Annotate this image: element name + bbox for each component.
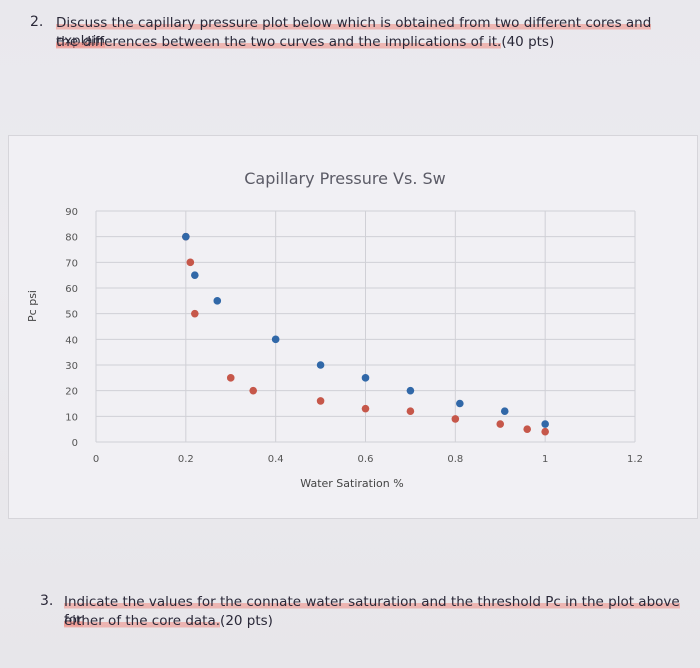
data-point-series-1 [406, 407, 415, 416]
data-point-series-2 [361, 374, 370, 382]
data-point-series-2 [500, 407, 509, 416]
data-point-series-1 [226, 374, 235, 382]
chart-svg: Capillary Pressure Vs. Sw 01020304050607… [26, 169, 643, 490]
x-tick-label: 0.4 [268, 454, 284, 465]
question-3-text-2: either of the core data. [64, 613, 221, 629]
data-point-series-2 [541, 420, 549, 428]
x-tick-label: 0.2 [178, 454, 194, 465]
data-point-series-1 [249, 386, 258, 395]
data-points [182, 232, 549, 436]
data-point-series-2 [406, 386, 415, 395]
gridlines [95, 210, 636, 443]
y-tick-label: 60 [65, 284, 78, 295]
y-tick-label: 0 [72, 438, 78, 449]
question-2-line-2: the differences between the two curves a… [56, 33, 554, 51]
data-point-series-2 [271, 335, 280, 344]
y-tick-label: 10 [65, 412, 78, 423]
data-point-series-2 [182, 232, 190, 241]
x-tick-label: 0.8 [447, 454, 463, 465]
data-point-series-2 [213, 297, 222, 305]
y-tick-label: 30 [65, 361, 78, 372]
question-2-points: (40 pts) [501, 34, 555, 50]
y-tick-label: 40 [65, 335, 78, 346]
data-point-series-1 [523, 425, 531, 433]
x-tick-label: 0.6 [358, 454, 374, 465]
data-point-series-1 [451, 415, 460, 423]
x-axis-label: Water Satiration % [300, 477, 403, 490]
data-point-series-1 [541, 427, 549, 436]
tick-labels: 0 10 20 30 40 50 60 70 80 90 0 0.2 0.4 0.6 0.8 1 1.2 [65, 207, 643, 465]
question-3-line-2: either of the core data.(20 pts) [64, 612, 273, 630]
x-tick-label: 1 [542, 454, 548, 465]
capillary-pressure-chart: Capillary Pressure Vs. Sw 0 10 20 30 40 50 60 7… [8, 135, 698, 519]
y-tick-label: 50 [65, 310, 78, 321]
y-tick-label: 90 [65, 207, 78, 218]
data-point-series-1 [361, 404, 370, 413]
data-point-series-2 [316, 361, 325, 369]
question-3-points: (20 pts) [220, 613, 273, 629]
data-point-series-1 [316, 397, 325, 405]
data-point-series-1 [496, 420, 505, 428]
data-point-series-2 [456, 399, 464, 408]
data-point-series-2 [191, 271, 199, 279]
x-tick-label: 0 [93, 454, 99, 465]
question-2-text-2: the differences between the two curves a… [56, 34, 502, 50]
data-point-series-1 [186, 258, 195, 267]
question-2-number: 2. [30, 14, 44, 30]
x-tick-label: 1.2 [627, 454, 643, 465]
data-point-series-1 [191, 309, 199, 318]
y-tick-label: 20 [65, 387, 78, 398]
y-axis-label: Pc psi [26, 290, 39, 322]
question-3-number: 3. [40, 593, 54, 609]
y-tick-label: 70 [65, 258, 78, 269]
chart-title: Capillary Pressure Vs. Sw [244, 169, 446, 188]
y-tick-label: 80 [65, 233, 78, 244]
